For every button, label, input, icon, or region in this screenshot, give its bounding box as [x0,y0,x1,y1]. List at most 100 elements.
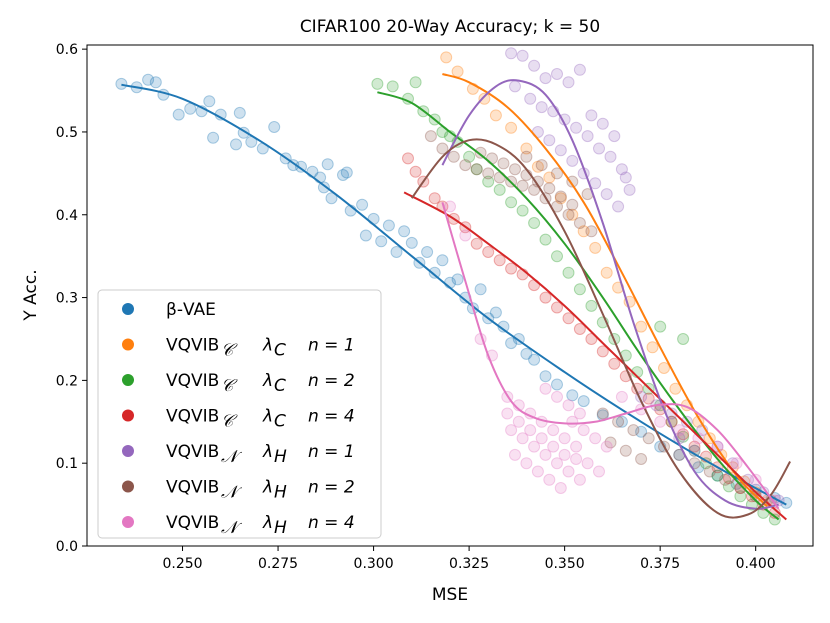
scatter-point-s2 [409,76,422,89]
scatter-point-s0 [390,246,403,258]
scatter-point-s0 [356,198,369,211]
scatter-point-s5 [531,175,544,188]
fit-curve-s6 [441,202,780,510]
scatter-point-s4 [608,130,621,143]
legend-n-s6: n = 4 [308,513,355,533]
scatter-point-s5 [436,142,449,155]
scatter-point-s6 [547,440,560,453]
scatter-point-s2 [551,250,563,263]
scatter-point-s2 [482,175,495,188]
scatter-point-s1 [451,65,464,78]
scatter-point-s4 [516,49,529,62]
scatter-point-s2 [562,266,575,279]
scatter-point-s4 [615,163,628,176]
scatter-point-s1 [646,341,659,354]
scatter-point-s0 [398,225,411,238]
fit-curve-s4 [441,79,779,510]
scatter-point-s3 [539,291,552,304]
y-tick-label: 0.3 [56,291,78,307]
scatter-point-s5 [470,163,483,176]
scatter-point-s5 [447,150,460,163]
scatter-point-s2 [654,320,667,333]
scatter-point-s3 [482,246,495,258]
scatter-point-s6 [562,399,575,412]
scatter-point-s1 [589,241,602,254]
scatter-point-s5 [486,152,498,165]
scatter-point-s5 [516,179,529,192]
scatter-point-s2 [585,299,598,312]
scatter-point-s3 [493,254,506,267]
scatter-point-s5 [459,159,472,172]
scatter-point-s5 [703,465,716,478]
scatter-point-s4 [509,80,521,93]
scatter-point-s6 [528,440,541,453]
scatter-point-s4 [585,109,598,122]
scatter-point-s6 [730,457,743,470]
plot-frame [86,44,814,547]
scatter-point-s0 [635,425,648,438]
scatter-point-s6 [551,390,563,403]
scatter-point-s3 [585,333,598,345]
scatter-point-s5 [596,407,609,420]
scatter-point-s2 [722,480,735,493]
scatter-point-s0 [451,273,464,286]
scatter-point-s0 [489,306,502,319]
x-axis: 0.250 0.275 0.300 0.325 0.350 0.375 0.400 [162,546,776,572]
scatter-point-s0 [230,138,242,151]
legend-n-s3: n = 4 [308,407,355,427]
scatter-point-s6 [593,465,605,478]
legend-lambda-sub-s1: C [274,341,286,361]
scatter-point-s4 [551,68,563,80]
scatter-point-s2 [711,469,724,482]
scatter-point-s0 [528,353,541,366]
scatter-point-s5 [520,150,533,163]
scatter-point-s2 [573,283,586,296]
scatter-point-s3 [642,392,655,405]
scatter-point-s6 [501,407,514,420]
y-tick-label: 0.6 [56,42,78,58]
fit-curve-s0 [121,83,787,506]
legend-label-s0: β-VAE [166,300,216,320]
scatter-point-s6 [547,424,560,437]
scatter-point-s0 [520,347,533,360]
scatter-point-s5 [627,424,640,437]
y-tick-label: 0.5 [56,125,78,141]
scatter-point-s6 [562,465,575,478]
scatter-point-s6 [551,457,563,470]
scatter-point-s2 [470,163,483,176]
scatter-point-s0 [615,415,628,428]
scatter-point-s6 [573,407,586,420]
scatter-point-s0 [172,108,185,121]
legend-lambda-s4: λ [262,442,273,462]
scatter-point-s0 [566,389,579,402]
scatter-point-s0 [321,158,334,171]
scatter-point-s1 [531,160,544,173]
scatter-point-s2 [768,513,781,526]
scatter-point-s6 [531,465,544,478]
scatter-point-s3 [688,440,701,453]
scatter-point-s4 [593,142,605,155]
legend-marker-s2 [122,374,134,386]
scatter-point-s2 [528,217,541,229]
legend-lambda-s2: λ [262,371,273,391]
scatter-point-s0 [207,131,220,144]
scatter-point-s6 [539,382,552,395]
scatter-point-s1 [577,225,590,238]
y-axis: 0.0 0.1 0.2 0.3 0.4 0.5 0.6 [56,42,87,555]
scatter-point-s5 [554,190,567,203]
scatter-point-s6 [589,432,602,445]
x-tick-label: 0.375 [640,556,680,572]
scatter-point-s2 [516,204,529,217]
scatter-point-s5 [734,482,747,494]
scatter-point-s4 [505,47,518,60]
scatter-point-s3 [402,152,414,165]
scatter-point-s6 [505,424,518,437]
scatter-point-s3 [608,357,621,370]
legend-marker-s6 [122,516,134,528]
scatter-point-s6 [558,448,571,461]
scatter-point-s0 [405,236,418,249]
scatter-point-s5 [566,198,579,211]
fit-curve-s3 [403,191,787,521]
scatter-point-s4 [573,63,586,76]
legend-n-s1: n = 1 [308,336,355,356]
